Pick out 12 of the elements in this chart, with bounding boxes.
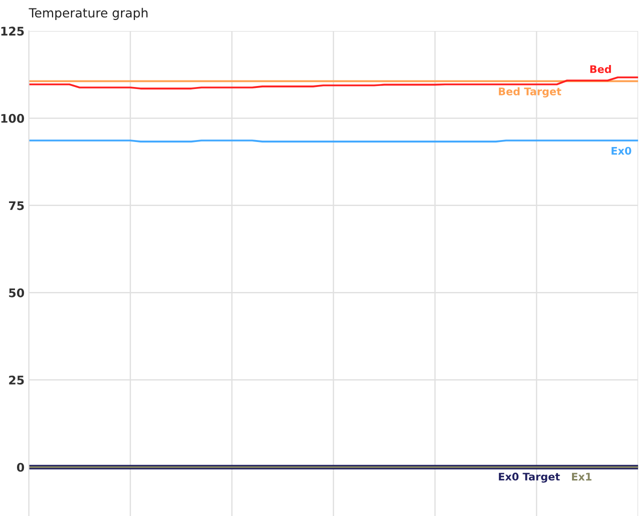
y-tick-label: 25 (9, 376, 24, 385)
chart-title: Temperature graph (28, 8, 148, 20)
y-tick-label: 125 (1, 26, 24, 36)
series-label: Ex1 (572, 472, 592, 480)
y-tick-label: 50 (9, 288, 24, 298)
series-label: Ex0 Target (498, 472, 560, 483)
series-label: Ex0 (612, 146, 632, 155)
series-label: Bed (590, 65, 611, 74)
y-tick-label: 0 (16, 462, 24, 472)
y-tick-label: 75 (8, 201, 24, 210)
y-tick-label: 100 (1, 114, 24, 123)
series-label: Bed Target (498, 87, 562, 98)
